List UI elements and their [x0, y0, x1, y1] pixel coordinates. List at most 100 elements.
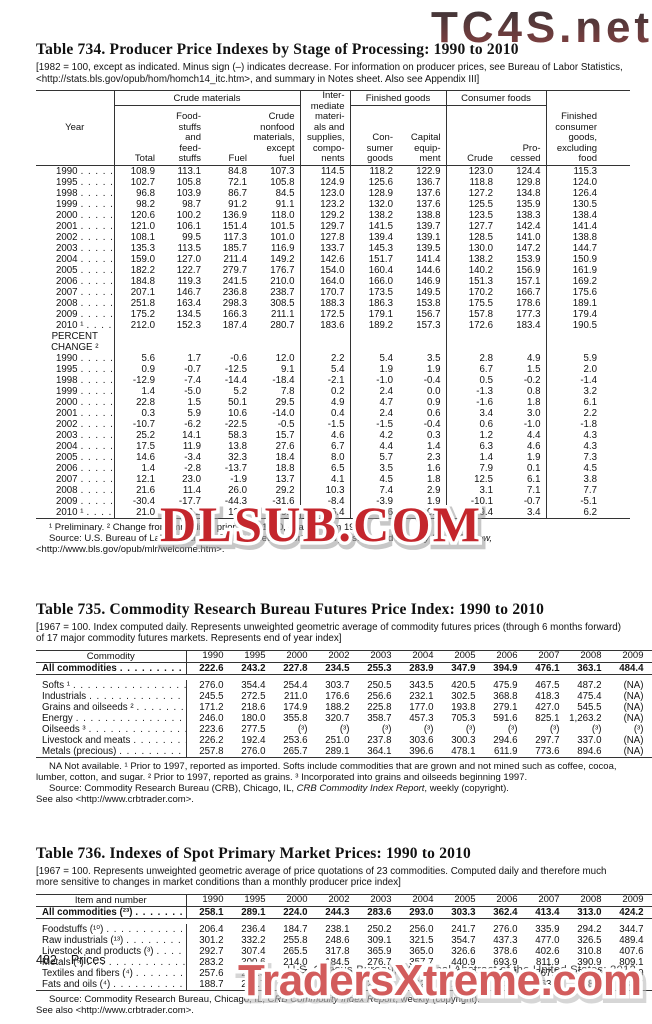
source-text: , weekly (copyright). — [395, 993, 480, 1005]
data-cell: 183.4 — [498, 319, 547, 331]
data-cell: 6.7 — [300, 440, 351, 452]
data-cell: 298.3 — [222, 297, 247, 309]
data-cell: 256.6 — [367, 690, 392, 702]
data-cell: 147.2 — [498, 242, 547, 254]
data-cell: 265.5 — [283, 945, 308, 957]
data-cell: 6.1 — [498, 473, 547, 485]
data-cell: 236.8 — [222, 286, 247, 298]
row-label-text: 2008 — [56, 484, 78, 496]
dot-leader — [78, 375, 114, 386]
dot-leader — [116, 746, 185, 757]
data-cell: 277.5 — [241, 723, 266, 735]
data-cell: 283.9 — [396, 662, 439, 675]
table-735-block: Table 735. Commodity Research Bureau Fut… — [36, 601, 652, 805]
data-cell: -10.1 — [470, 495, 493, 507]
data-cell: 1.8 — [498, 396, 547, 408]
data-cell: 172.5 — [300, 308, 351, 320]
data-cell: 394.9 — [480, 662, 523, 675]
data-cell: 119.3 — [177, 275, 201, 287]
data-cell: 125.5 — [468, 198, 493, 210]
data-cell: -18.4 — [252, 374, 301, 386]
row-label-text: 2010 ¹ — [56, 506, 84, 518]
data-cell: 152.3 — [176, 319, 201, 331]
col-header-year: 2008 — [564, 650, 607, 663]
data-cell: 407.6 — [619, 945, 644, 957]
data-cell: 176.6 — [325, 690, 350, 702]
data-cell: 1.2 — [479, 429, 493, 441]
data-cell: 214.0 — [283, 956, 308, 968]
data-cell: 276.7 — [367, 956, 392, 968]
data-cell: 289.1 — [325, 745, 350, 757]
row-label: Livestock and products (³) — [36, 945, 187, 957]
data-cell: 300.3 — [451, 734, 476, 746]
data-cell: 262.6 — [409, 978, 434, 990]
data-cell: 337.0 — [577, 734, 602, 746]
data-cell: 363.1 — [564, 662, 607, 675]
data-cell: 1.6 — [398, 462, 447, 474]
data-cell: 124.4 — [498, 165, 547, 177]
row-label-text: Foodstuffs (¹⁰) — [42, 923, 104, 935]
data-cell: 520.3 — [648, 906, 652, 919]
data-cell: 7.3 — [583, 451, 598, 463]
data-cell: -22.5 — [224, 418, 247, 430]
data-cell: 100.2 — [176, 209, 201, 221]
data-cell: 206.4 — [199, 923, 224, 935]
data-cell: 358.7 — [367, 712, 392, 724]
data-cell: 303.3 — [438, 906, 481, 919]
data-cell: 138.4 — [572, 209, 598, 221]
data-cell: 251.0 — [325, 734, 350, 746]
data-cell: 188.3 — [300, 297, 351, 309]
data-cell: -2.8 — [184, 462, 201, 474]
row-label: Industrials — [36, 690, 187, 702]
table-734: Year Crude materials Inter- mediate mate… — [36, 90, 631, 519]
section-row: PERCENT CHANGE ² — [36, 330, 630, 353]
source-line: Source: Commodity Research Bureau, Chica… — [36, 994, 630, 1005]
data-cell: -1.0 — [376, 374, 393, 386]
row-label-text: 2007 — [56, 286, 78, 298]
data-cell: 223.4 — [451, 978, 476, 990]
row-label-text: Energy — [42, 712, 73, 724]
row-label: 2005 — [36, 451, 115, 463]
table-736-header: Item and number 1990 1995 2000 2002 2003 2004… — [36, 894, 652, 907]
data-cell: 0.3 — [141, 407, 155, 419]
data-cell: 705.3 — [451, 712, 476, 724]
data-cell: 2.2 — [583, 407, 598, 419]
data-cell: 317.8 — [325, 945, 350, 957]
data-cell: 123.0 — [468, 165, 493, 177]
data-cell: 1.4 — [479, 451, 493, 463]
data-cell: 1.9 — [398, 495, 447, 507]
data-cell: 26.0 — [228, 484, 247, 496]
data-cell: 130.0 — [468, 242, 493, 254]
data-cell: 365.9 — [367, 945, 392, 957]
data-cell: 475.4 — [577, 690, 602, 702]
col-header-consumer-goods: Con- sumer goods — [350, 105, 398, 166]
table-row: Industrials 245.5 272.5 211.0 176.6 256.6 232.… — [36, 690, 652, 702]
col-header-year: 2007 — [522, 650, 565, 663]
table-row: Livestock and products (³) 292.7 307.4 265.… — [36, 945, 652, 957]
col-header-commodity: Commodity — [36, 650, 187, 663]
data-cell: 139.5 — [398, 242, 447, 254]
data-cell: 1.9 — [498, 451, 547, 463]
data-cell — [160, 331, 206, 353]
data-cell: 141.0 — [498, 231, 547, 243]
data-cell: -14.0 — [252, 407, 301, 419]
dot-leader — [132, 907, 185, 918]
data-cell: 591.6 — [493, 712, 518, 724]
data-cell: 4.5 — [379, 473, 393, 485]
data-cell: 124.0 — [572, 176, 598, 188]
col-header-year: 2003 — [354, 650, 397, 663]
data-cell: 6.4 — [300, 506, 351, 518]
data-cell: 4.2 — [379, 429, 393, 441]
row-label-text: 2007 — [56, 473, 78, 485]
data-cell: 4.4 — [379, 440, 393, 452]
data-cell: 4.5 — [583, 462, 598, 474]
data-cell: 273.9 — [493, 978, 518, 990]
table-row: 2010 ¹ 21.0 13.2 12.7 33.06.4 5.6 0.4 9.4 3.4 6.2 — [36, 506, 630, 518]
data-cell: 487.2 — [577, 679, 602, 691]
table-row: Grains and oilseeds ² 171.2 218.6 174.9 188.… — [36, 701, 652, 713]
row-label: 1999 — [36, 385, 115, 397]
footnote-text: NA Not available. ¹ Prior to 1997, repor… — [36, 760, 617, 783]
data-cell: 0.6 — [398, 407, 447, 419]
section-label-line: PERCENT — [51, 330, 98, 342]
